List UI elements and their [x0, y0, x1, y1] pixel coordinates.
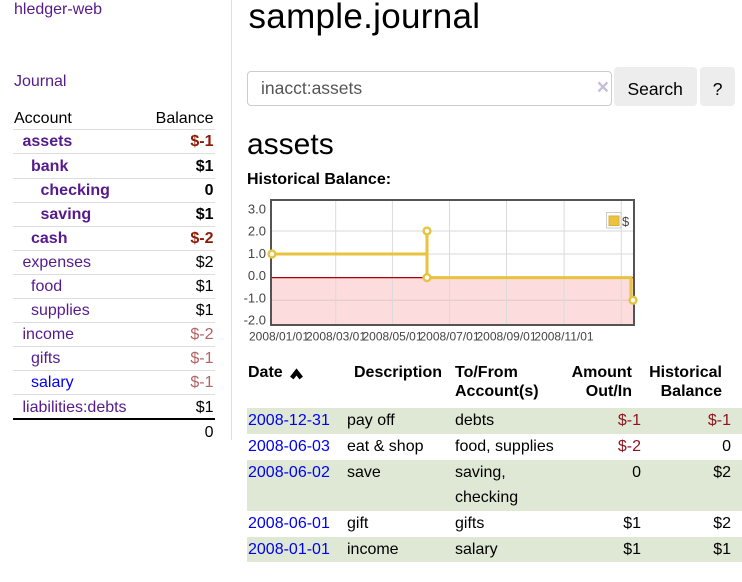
svg-text:2008/05/01: 2008/05/01	[362, 330, 422, 344]
svg-text:2008/07/01: 2008/07/01	[419, 330, 479, 344]
svg-text:2008/01/01: 2008/01/01	[249, 330, 309, 344]
svg-text:2.0: 2.0	[248, 224, 266, 239]
svg-text:-1.0: -1.0	[244, 290, 266, 305]
svg-text:0.0: 0.0	[248, 268, 266, 283]
svg-text:3.0: 3.0	[248, 201, 266, 216]
svg-text:1.0: 1.0	[248, 246, 266, 261]
svg-text:$: $	[622, 214, 630, 229]
svg-text:-2.0: -2.0	[244, 313, 266, 328]
svg-text:2008/09/01: 2008/09/01	[476, 330, 536, 344]
svg-text:2008/03/01: 2008/03/01	[306, 330, 366, 344]
svg-text:2008/11/01: 2008/11/01	[534, 330, 593, 344]
